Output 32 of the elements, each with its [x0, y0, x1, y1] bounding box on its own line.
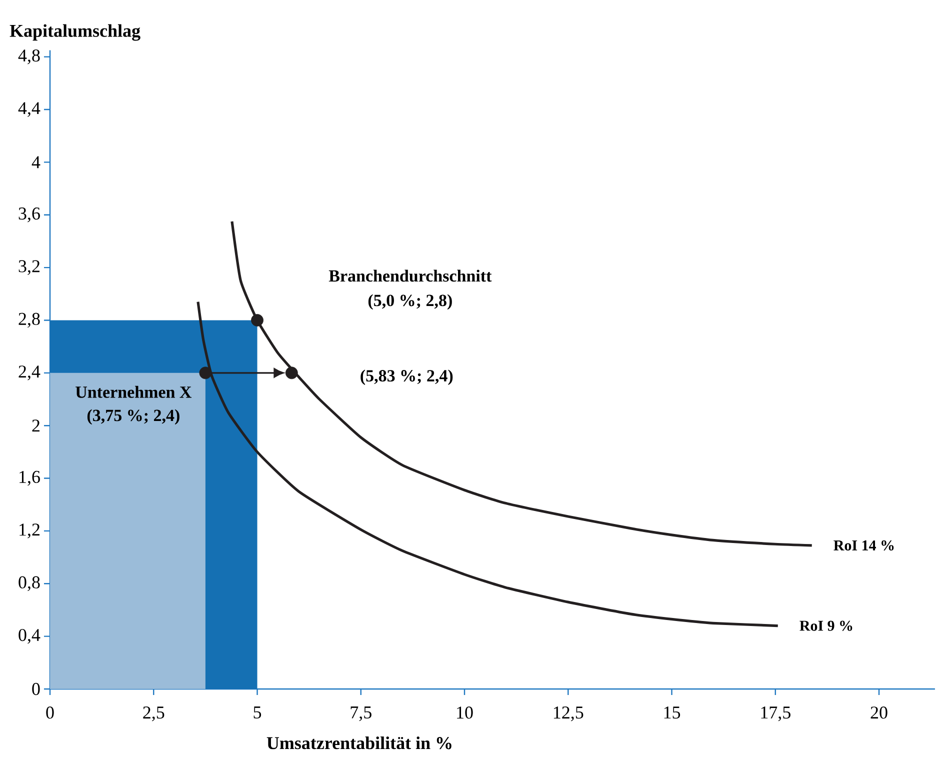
y-axis-title: Kapitalumschlag — [10, 24, 140, 41]
y-tick-label: 1,2 — [20, 524, 40, 538]
y-tick-label: 2 — [32, 420, 40, 432]
y-tick-label: 0 — [32, 682, 40, 696]
y-tick-label: 2,4 — [18, 366, 40, 380]
y-tick-label: 0,4 — [18, 628, 40, 644]
x-tick-label: 5 — [254, 706, 262, 718]
annotation: (3,75 %; 2,4) — [87, 409, 180, 425]
x-tick-label: 2,5 — [143, 706, 164, 722]
annotation: (5,83 %; 2,4) — [360, 370, 453, 385]
x-tick-label: 15 — [664, 706, 680, 719]
annotation: Unternehmen X — [76, 386, 192, 398]
x-tick-label: 10 — [457, 706, 473, 719]
y-tick-label: 3,2 — [18, 260, 40, 275]
annotation: Branchendurchschnitt — [328, 270, 492, 282]
x-tick-label: 12,5 — [554, 706, 584, 722]
y-tick-label: 4 — [32, 156, 40, 168]
y-tick-label: 0,8 — [18, 576, 40, 592]
line-series — [230, 220, 814, 547]
series-label: RoI 9 % — [800, 620, 852, 631]
y-tick-label: 4,4 — [18, 102, 40, 117]
y-tick-label: 3,6 — [18, 208, 40, 222]
y-tick-label: 1,6 — [20, 470, 40, 486]
x-axis-title: Umsatzrentabilität in % — [266, 736, 452, 750]
x-tick-label: 7,5 — [350, 706, 372, 722]
y-tick-label: 2,8 — [18, 312, 40, 328]
x-tick-label: 0 — [46, 706, 54, 719]
series-label: RoI 14 % — [834, 540, 894, 551]
y-tick-label: 4,8 — [18, 49, 40, 64]
x-tick-label: 20 — [870, 706, 888, 719]
x-tick-label: 17,5 — [761, 706, 790, 722]
annotation: (5,0 %; 2,8) — [368, 294, 452, 310]
